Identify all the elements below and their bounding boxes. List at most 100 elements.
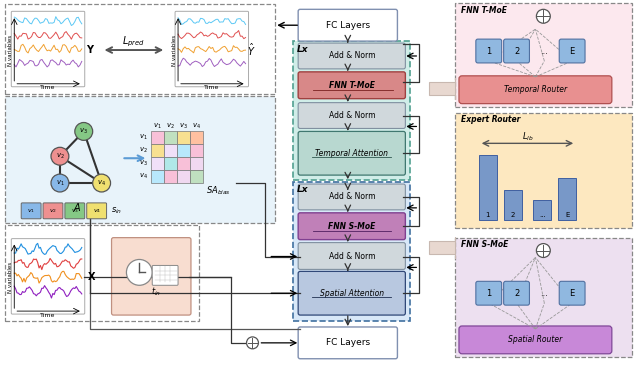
Text: E: E bbox=[570, 289, 575, 298]
Text: Add & Norm: Add & Norm bbox=[328, 51, 375, 60]
FancyBboxPatch shape bbox=[87, 203, 107, 219]
FancyBboxPatch shape bbox=[476, 39, 502, 63]
Circle shape bbox=[536, 9, 550, 23]
Bar bbox=[177, 157, 190, 170]
FancyBboxPatch shape bbox=[152, 265, 178, 285]
Text: X: X bbox=[88, 272, 95, 282]
FancyBboxPatch shape bbox=[43, 203, 63, 219]
Bar bbox=[164, 132, 177, 144]
FancyBboxPatch shape bbox=[298, 103, 405, 129]
FancyBboxPatch shape bbox=[65, 203, 84, 219]
Bar bbox=[177, 170, 190, 183]
Bar bbox=[190, 132, 203, 144]
Text: FC Layers: FC Layers bbox=[326, 21, 370, 30]
Text: $v_4$: $v_4$ bbox=[192, 122, 201, 131]
Bar bbox=[164, 170, 177, 183]
Text: 2: 2 bbox=[510, 212, 515, 218]
Text: FNN T-MoE: FNN T-MoE bbox=[461, 6, 507, 15]
Bar bbox=[558, 178, 576, 220]
Text: $v_2$: $v_2$ bbox=[139, 146, 148, 155]
Bar bbox=[151, 157, 164, 170]
Bar bbox=[190, 157, 203, 170]
Text: E: E bbox=[570, 46, 575, 56]
Polygon shape bbox=[455, 3, 632, 107]
Circle shape bbox=[75, 122, 93, 140]
FancyBboxPatch shape bbox=[111, 238, 191, 315]
Text: Lx: Lx bbox=[297, 45, 308, 54]
Text: $v_1$: $v_1$ bbox=[27, 207, 35, 215]
Bar bbox=[164, 144, 177, 157]
Text: 2: 2 bbox=[514, 289, 519, 298]
FancyBboxPatch shape bbox=[298, 9, 397, 41]
Circle shape bbox=[127, 259, 152, 285]
Text: Y: Y bbox=[86, 45, 93, 55]
Text: N variables: N variables bbox=[8, 262, 13, 293]
FancyBboxPatch shape bbox=[298, 132, 405, 175]
FancyBboxPatch shape bbox=[298, 72, 405, 99]
Bar bbox=[177, 132, 190, 144]
Circle shape bbox=[246, 337, 259, 349]
Text: A: A bbox=[74, 203, 80, 213]
Text: Spatial Attention: Spatial Attention bbox=[320, 289, 384, 298]
Polygon shape bbox=[5, 5, 275, 94]
Polygon shape bbox=[455, 238, 632, 357]
Text: $v_1$: $v_1$ bbox=[139, 133, 148, 143]
Text: 1: 1 bbox=[486, 212, 490, 218]
Text: $v_{4}$: $v_{4}$ bbox=[97, 178, 106, 187]
Text: $v_3$: $v_3$ bbox=[139, 159, 148, 168]
Text: $v_{1}$: $v_{1}$ bbox=[56, 178, 64, 187]
Text: $v_2$: $v_2$ bbox=[49, 207, 57, 215]
Circle shape bbox=[51, 147, 69, 165]
Circle shape bbox=[93, 174, 111, 192]
Bar bbox=[190, 144, 203, 157]
Text: $L_{pred}$: $L_{pred}$ bbox=[122, 35, 145, 49]
Text: Spatial Router: Spatial Router bbox=[508, 335, 563, 344]
Polygon shape bbox=[293, 182, 410, 321]
Circle shape bbox=[51, 174, 69, 192]
Bar bbox=[151, 144, 164, 157]
Bar bbox=[479, 155, 497, 220]
Text: $SA_{bias}$: $SA_{bias}$ bbox=[206, 185, 231, 197]
Text: Time: Time bbox=[40, 85, 56, 90]
Bar bbox=[504, 190, 522, 220]
Polygon shape bbox=[5, 225, 199, 321]
Text: FNN T-MoE: FNN T-MoE bbox=[329, 81, 375, 90]
FancyBboxPatch shape bbox=[298, 213, 405, 240]
Text: $v_2$: $v_2$ bbox=[166, 122, 175, 131]
Text: FNN S-MoE: FNN S-MoE bbox=[461, 240, 508, 249]
Text: $v_{2}$: $v_{2}$ bbox=[56, 152, 64, 161]
FancyBboxPatch shape bbox=[559, 39, 585, 63]
FancyBboxPatch shape bbox=[504, 39, 529, 63]
Text: $\hat{Y}$: $\hat{Y}$ bbox=[247, 42, 256, 58]
Text: Expert Router: Expert Router bbox=[461, 115, 520, 124]
Text: Add & Norm: Add & Norm bbox=[328, 192, 375, 201]
Text: FNN S-MoE: FNN S-MoE bbox=[328, 222, 376, 231]
Text: ...: ... bbox=[540, 46, 548, 56]
Polygon shape bbox=[293, 41, 410, 180]
Text: $v_{3}$: $v_{3}$ bbox=[79, 127, 88, 136]
Polygon shape bbox=[5, 96, 275, 223]
Circle shape bbox=[536, 243, 550, 257]
FancyBboxPatch shape bbox=[298, 184, 405, 210]
Text: E: E bbox=[565, 212, 570, 218]
Text: $v_4$: $v_4$ bbox=[139, 172, 148, 181]
Bar bbox=[177, 144, 190, 157]
FancyBboxPatch shape bbox=[459, 326, 612, 354]
Text: $t_{in}$: $t_{in}$ bbox=[151, 286, 161, 299]
FancyBboxPatch shape bbox=[175, 11, 248, 87]
Text: 1: 1 bbox=[486, 46, 492, 56]
FancyBboxPatch shape bbox=[559, 281, 585, 305]
Text: 1: 1 bbox=[486, 289, 492, 298]
Bar bbox=[151, 132, 164, 144]
Text: $v_3$: $v_3$ bbox=[179, 122, 188, 131]
Text: Time: Time bbox=[204, 85, 220, 90]
FancyBboxPatch shape bbox=[298, 43, 405, 69]
Text: Time: Time bbox=[40, 313, 56, 318]
Polygon shape bbox=[455, 113, 632, 228]
Text: $v_1$: $v_1$ bbox=[154, 122, 162, 131]
FancyBboxPatch shape bbox=[298, 271, 405, 315]
FancyBboxPatch shape bbox=[12, 239, 84, 314]
Text: N variables: N variables bbox=[172, 34, 177, 66]
Text: $L_{lb}$: $L_{lb}$ bbox=[522, 130, 533, 143]
FancyBboxPatch shape bbox=[476, 281, 502, 305]
